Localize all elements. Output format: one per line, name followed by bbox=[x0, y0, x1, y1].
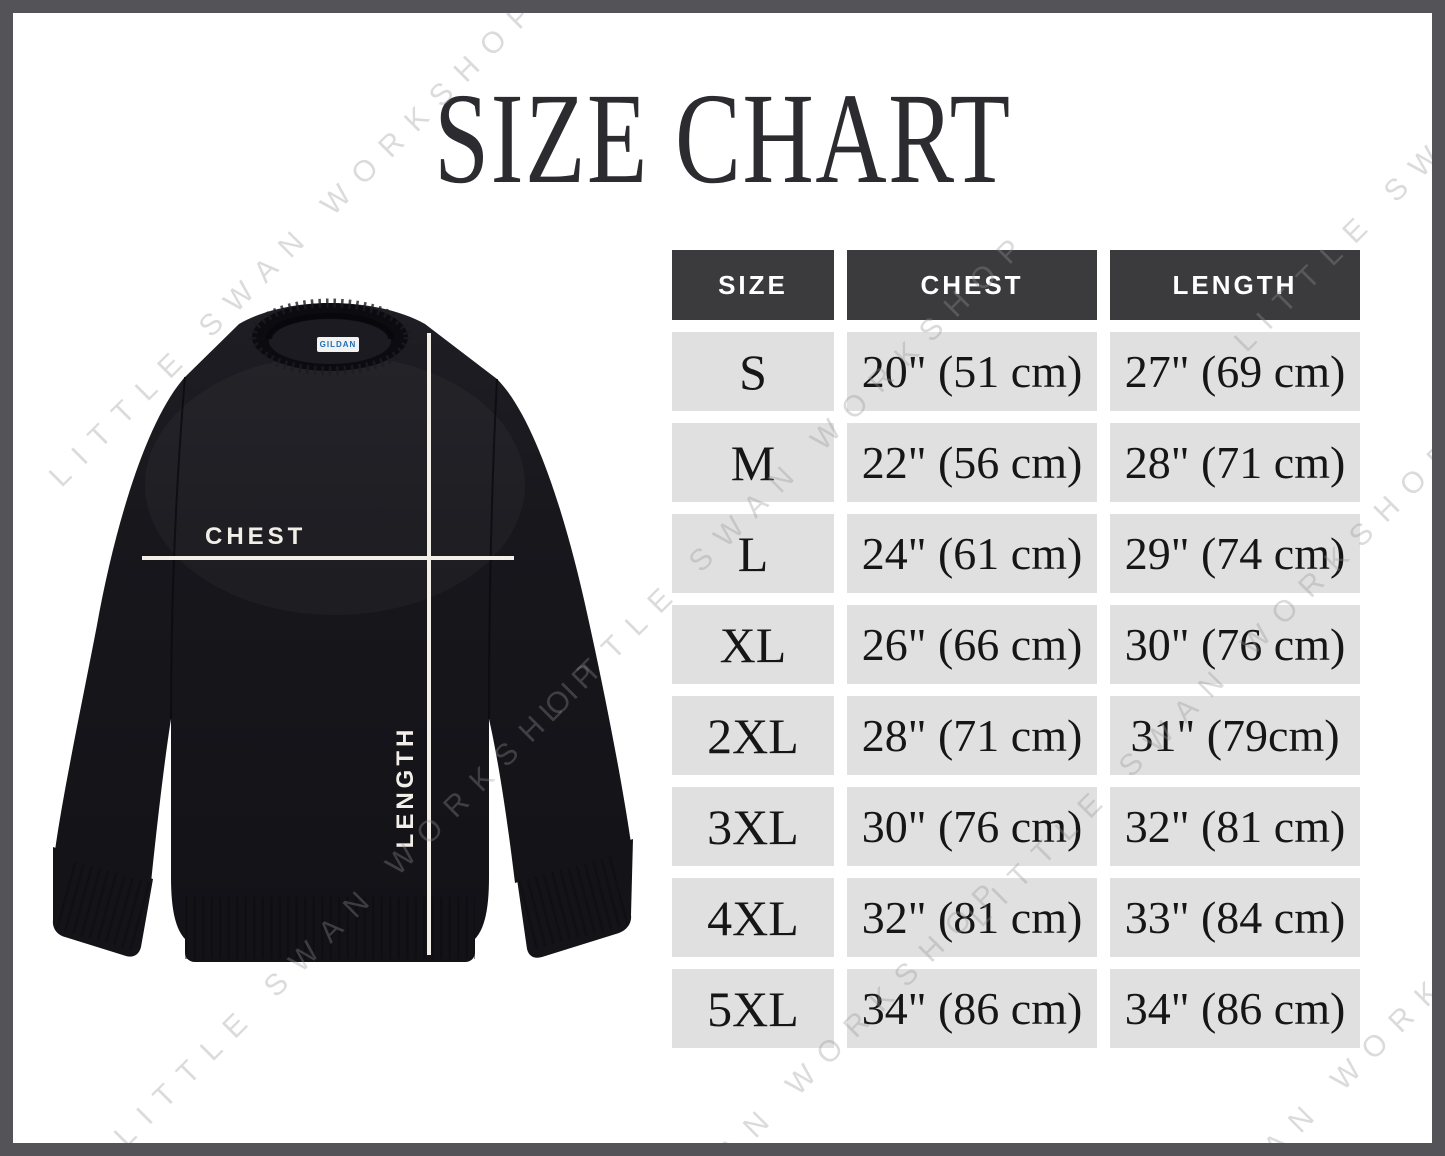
sweatshirt-body bbox=[55, 303, 631, 946]
column-header-chest: CHEST bbox=[847, 250, 1097, 320]
collar-tag: GILDAN bbox=[317, 337, 359, 352]
sweatshirt-illustration bbox=[52, 298, 634, 962]
left-cuff-ribbing bbox=[55, 861, 155, 951]
chest-cell: 32" (81 cm) bbox=[847, 878, 1097, 957]
length-cell: 27" (69 cm) bbox=[1110, 332, 1360, 411]
size-cell: S bbox=[672, 332, 834, 411]
length-cell: 30" (76 cm) bbox=[1110, 605, 1360, 684]
length-measure-line bbox=[427, 333, 431, 955]
left-cuff bbox=[52, 847, 153, 957]
chest-label: CHEST bbox=[205, 523, 307, 550]
chest-cell: 24" (61 cm) bbox=[847, 514, 1097, 593]
size-cell: M bbox=[672, 423, 834, 502]
collar-shadow bbox=[266, 313, 394, 340]
length-cell: 29" (74 cm) bbox=[1110, 514, 1360, 593]
fabric-highlight bbox=[145, 355, 525, 615]
chest-measure-line bbox=[142, 556, 514, 560]
length-cell: 32" (81 cm) bbox=[1110, 787, 1360, 866]
column-header-length: LENGTH bbox=[1110, 250, 1360, 320]
size-cell: 5XL bbox=[672, 969, 834, 1048]
size-cell: 3XL bbox=[672, 787, 834, 866]
length-cell: 33" (84 cm) bbox=[1110, 878, 1360, 957]
length-label: LENGTH bbox=[392, 725, 419, 849]
chest-cell: 22" (56 cm) bbox=[847, 423, 1097, 502]
chest-cell: 28" (71 cm) bbox=[847, 696, 1097, 775]
column-header-size: SIZE bbox=[672, 250, 834, 320]
size-cell: 2XL bbox=[672, 696, 834, 775]
chest-cell: 20" (51 cm) bbox=[847, 332, 1097, 411]
size-cell: 4XL bbox=[672, 878, 834, 957]
length-cell: 34" (86 cm) bbox=[1110, 969, 1360, 1048]
chest-cell: 34" (86 cm) bbox=[847, 969, 1097, 1048]
chest-cell: 26" (66 cm) bbox=[847, 605, 1097, 684]
size-table: SIZE CHEST LENGTH S 20" (51 cm) 27" (69 … bbox=[672, 250, 1360, 1048]
page-title-text: SIZE CHART bbox=[433, 67, 1012, 211]
sweatshirt-mockup: GILDAN CHEST LENGTH bbox=[35, 295, 665, 995]
length-cell: 28" (71 cm) bbox=[1110, 423, 1360, 502]
left-seam bbox=[170, 376, 186, 720]
size-cell: XL bbox=[672, 605, 834, 684]
collar-ribbing bbox=[247, 298, 413, 376]
chest-cell: 30" (76 cm) bbox=[847, 787, 1097, 866]
size-cell: L bbox=[672, 514, 834, 593]
page-title: SIZE CHART bbox=[0, 74, 1445, 204]
right-seam bbox=[488, 378, 498, 720]
right-cuff bbox=[517, 839, 633, 958]
length-cell: 31" (79cm) bbox=[1110, 696, 1360, 775]
